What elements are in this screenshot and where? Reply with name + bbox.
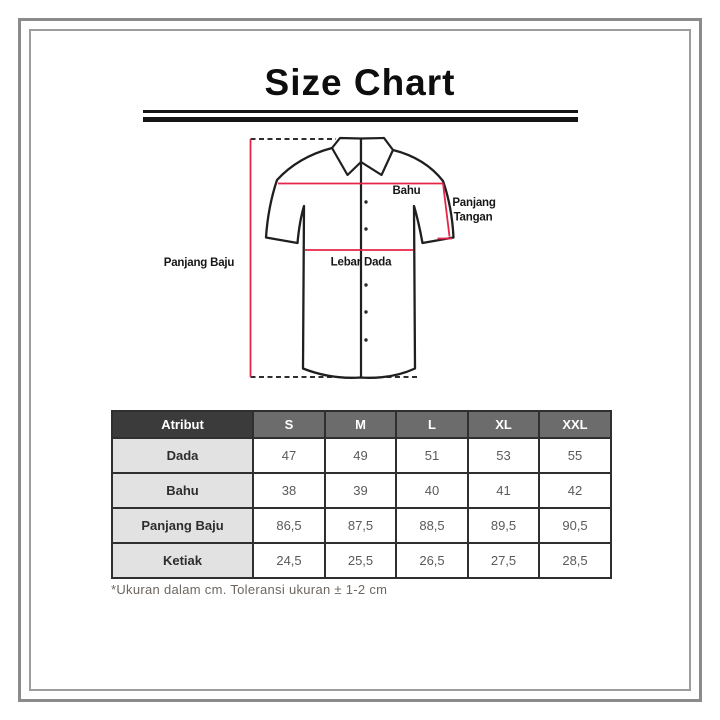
- row-label: Panjang Baju: [111, 507, 254, 544]
- cell-value: 42: [538, 472, 612, 509]
- cell-value: 51: [395, 437, 469, 474]
- measurement-lines: [249, 139, 452, 377]
- row-label: Bahu: [111, 472, 254, 509]
- cell-value: 27,5: [467, 542, 540, 579]
- column-header-atribut: Atribut: [111, 410, 254, 439]
- cell-value: 53: [467, 437, 540, 474]
- row-label: Ketiak: [111, 542, 254, 579]
- size-tolerance-footnote: *Ukuran dalam cm. Toleransi ukuran ± 1-2…: [111, 582, 388, 597]
- shirt-measurement-diagram: Bahu Panjang Tangan Lebar Dada Panjang B…: [164, 136, 496, 379]
- inner-frame-border: [29, 29, 691, 691]
- cell-value: 88,5: [395, 507, 469, 544]
- cell-value: 49: [324, 437, 397, 474]
- table-row-bahu: Bahu 38 39 40 41 42: [111, 472, 612, 509]
- bahu-label: Bahu: [393, 185, 421, 197]
- button-dot: [364, 338, 368, 342]
- cell-value: 89,5: [467, 507, 540, 544]
- cell-value: 55: [538, 437, 612, 474]
- table-row-dada: Dada 47 49 51 53 55: [111, 437, 612, 474]
- button-dot: [364, 310, 368, 314]
- cell-value: 25,5: [324, 542, 397, 579]
- cell-value: 24,5: [252, 542, 326, 579]
- column-header-xl: XL: [467, 410, 540, 439]
- row-label: Dada: [111, 437, 254, 474]
- cell-value: 41: [467, 472, 540, 509]
- cell-value: 40: [395, 472, 469, 509]
- cell-value: 26,5: [395, 542, 469, 579]
- panjang-baju-label: Panjang Baju: [164, 257, 235, 269]
- cell-value: 39: [324, 472, 397, 509]
- title-rule-thin: [143, 110, 578, 113]
- panjang-tangan-measure-line: [442, 183, 451, 237]
- cell-value: 87,5: [324, 507, 397, 544]
- table-row-ketiak: Ketiak 24,5 25,5 26,5 27,5 28,5: [111, 542, 612, 579]
- shirt-buttons: [364, 200, 368, 342]
- column-header-xxl: XXL: [538, 410, 612, 439]
- panjang-tangan-label-line2: Tangan: [454, 212, 493, 224]
- button-dot: [364, 227, 368, 231]
- collar-right-flap: [359, 136, 395, 177]
- cell-value: 28,5: [538, 542, 612, 579]
- cell-value: 47: [252, 437, 326, 474]
- lebar-dada-label: Lebar Dada: [331, 257, 392, 269]
- column-header-l: L: [395, 410, 469, 439]
- button-dot: [364, 283, 368, 287]
- cell-value: 38: [252, 472, 326, 509]
- column-header-m: M: [324, 410, 397, 439]
- size-table: Atribut S M L XL XXL Dada 47 49 51 53 55…: [111, 410, 612, 579]
- column-header-s: S: [252, 410, 326, 439]
- cell-value: 90,5: [538, 507, 612, 544]
- shirt-outline: [264, 146, 455, 379]
- table-header-row: Atribut S M L XL XXL: [111, 410, 612, 439]
- button-dot: [364, 200, 368, 204]
- title-rule-thick: [143, 116, 578, 122]
- cell-value: 86,5: [252, 507, 326, 544]
- page-title: Size Chart: [264, 62, 456, 103]
- panjang-tangan-label-line1: Panjang: [452, 197, 496, 209]
- outer-frame-border: [18, 18, 702, 702]
- table-row-panjang-baju: Panjang Baju 86,5 87,5 88,5 89,5 90,5: [111, 507, 612, 544]
